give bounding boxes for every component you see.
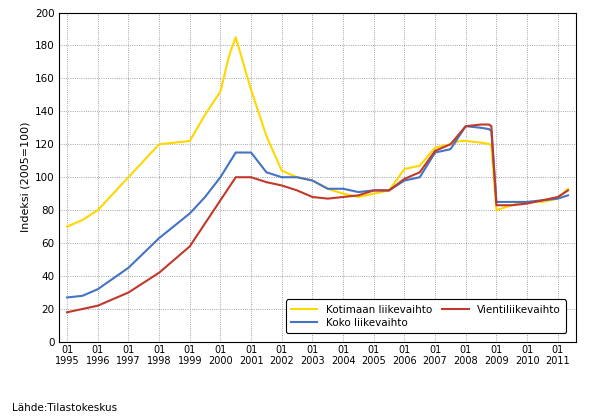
Vientiliikevaihto <box>419 166 426 171</box>
Line: Koko liikevaihto: Koko liikevaihto <box>67 126 568 297</box>
Vientiliikevaihto <box>150 274 157 279</box>
Kotimaan liikevaihto <box>74 220 81 225</box>
Koko liikevaihto <box>150 241 157 246</box>
Kotimaan liikevaihto <box>64 224 71 229</box>
Text: Lähde:Tilastokeskus: Lähde:Tilastokeskus <box>12 403 117 413</box>
Vientiliikevaihto <box>64 310 71 315</box>
Line: Vientiliikevaihto: Vientiliikevaihto <box>67 125 568 312</box>
Kotimaan liikevaihto <box>232 35 239 40</box>
Koko liikevaihto <box>79 293 86 298</box>
Vientiliikevaihto <box>564 188 571 193</box>
Koko liikevaihto <box>171 224 178 229</box>
Koko liikevaihto <box>519 199 526 204</box>
Kotimaan liikevaihto <box>519 201 526 206</box>
Vientiliikevaihto <box>74 308 81 313</box>
Y-axis label: Indeksi (2005=100): Indeksi (2005=100) <box>21 122 31 232</box>
Koko liikevaihto <box>74 294 81 299</box>
Vientiliikevaihto <box>171 257 178 262</box>
Kotimaan liikevaihto <box>171 140 178 145</box>
Koko liikevaihto <box>419 171 426 176</box>
Koko liikevaihto <box>462 124 469 129</box>
Koko liikevaihto <box>564 193 571 198</box>
Kotimaan liikevaihto <box>564 186 571 191</box>
Koko liikevaihto <box>64 295 71 300</box>
Kotimaan liikevaihto <box>421 157 428 162</box>
Kotimaan liikevaihto <box>79 218 86 223</box>
Legend: Kotimaan liikevaihto, Koko liikevaihto, Vientiliikevaihto: Kotimaan liikevaihto, Koko liikevaihto, … <box>286 299 566 334</box>
Line: Kotimaan liikevaihto: Kotimaan liikevaihto <box>67 37 568 227</box>
Vientiliikevaihto <box>519 202 526 207</box>
Vientiliikevaihto <box>478 122 485 127</box>
Kotimaan liikevaihto <box>150 147 157 152</box>
Vientiliikevaihto <box>79 306 86 311</box>
